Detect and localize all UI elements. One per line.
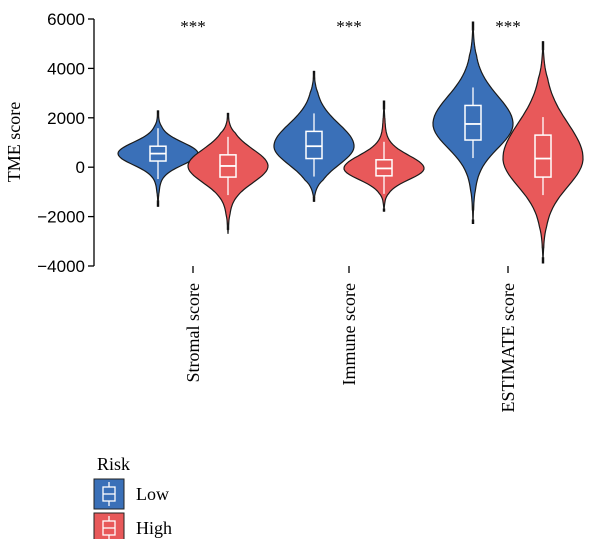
y-tick-label: 4000 xyxy=(47,59,85,78)
y-tick-label: 6000 xyxy=(47,10,85,29)
y-tick-label: 2000 xyxy=(47,109,85,128)
violin-high xyxy=(187,112,269,234)
y-tick-label: 0 xyxy=(76,158,85,177)
significance-label: *** xyxy=(495,17,521,36)
legend-label: Low xyxy=(136,484,169,504)
violin-low xyxy=(273,70,355,202)
legend-item-low: Low xyxy=(93,478,169,510)
violins xyxy=(117,21,584,264)
significance-label: *** xyxy=(180,17,206,36)
violin-low xyxy=(117,110,199,207)
category-label: Stromal score xyxy=(183,283,203,382)
significance-labels: *** *** *** xyxy=(180,17,521,36)
category-label: Immune score xyxy=(339,283,359,385)
y-axis-title: TME score xyxy=(4,102,24,182)
y-tick-label: −2000 xyxy=(37,208,85,227)
category-label: ESTIMATE score xyxy=(498,283,518,412)
box xyxy=(534,134,552,178)
box xyxy=(464,104,482,141)
violin-high xyxy=(343,100,425,212)
box xyxy=(305,130,323,160)
legend-title: Risk xyxy=(97,454,130,474)
legend: Risk Low High xyxy=(93,454,172,539)
violin-low xyxy=(432,21,514,225)
y-axis: 6000 4000 2000 0 −2000 −4000 xyxy=(37,10,95,276)
x-axis: Stromal score Immune score ESTIMATE score xyxy=(183,266,518,412)
legend-item-high: High xyxy=(93,512,172,539)
y-tick-label: −4000 xyxy=(37,257,85,276)
legend-label: High xyxy=(136,518,172,538)
significance-label: *** xyxy=(336,17,362,36)
violin-high xyxy=(502,41,584,264)
